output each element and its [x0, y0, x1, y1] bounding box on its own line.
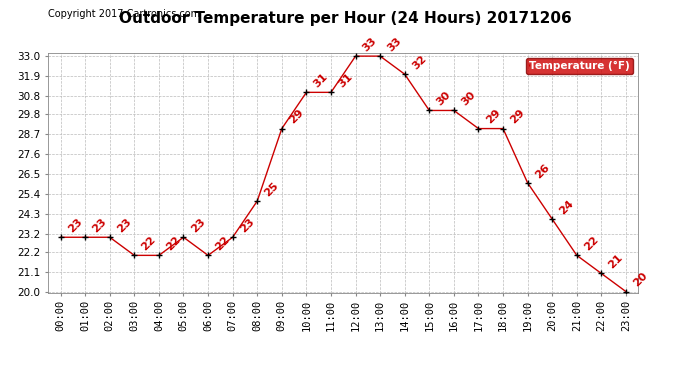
- Legend: Temperature (°F): Temperature (°F): [526, 58, 633, 74]
- Text: 22: 22: [582, 234, 600, 253]
- Text: 29: 29: [484, 108, 502, 126]
- Text: 31: 31: [337, 72, 355, 90]
- Text: 25: 25: [263, 180, 281, 198]
- Text: 23: 23: [90, 216, 108, 234]
- Text: 30: 30: [435, 90, 453, 108]
- Text: 23: 23: [66, 216, 84, 234]
- Text: Outdoor Temperature per Hour (24 Hours) 20171206: Outdoor Temperature per Hour (24 Hours) …: [119, 11, 571, 26]
- Text: 24: 24: [558, 198, 576, 216]
- Text: 23: 23: [238, 216, 256, 234]
- Text: 22: 22: [140, 234, 158, 253]
- Text: Copyright 2017 Cartronics.com: Copyright 2017 Cartronics.com: [48, 9, 200, 19]
- Text: 26: 26: [533, 162, 551, 180]
- Text: 22: 22: [164, 234, 182, 253]
- Text: 30: 30: [460, 90, 477, 108]
- Text: 23: 23: [189, 216, 207, 234]
- Text: 32: 32: [411, 54, 428, 72]
- Text: 29: 29: [287, 108, 306, 126]
- Text: 29: 29: [509, 108, 526, 126]
- Text: 20: 20: [631, 271, 649, 289]
- Text: 33: 33: [361, 36, 379, 53]
- Text: 22: 22: [214, 234, 232, 253]
- Text: 23: 23: [115, 216, 133, 234]
- Text: 21: 21: [607, 253, 625, 271]
- Text: 31: 31: [312, 72, 330, 90]
- Text: 33: 33: [386, 36, 404, 53]
